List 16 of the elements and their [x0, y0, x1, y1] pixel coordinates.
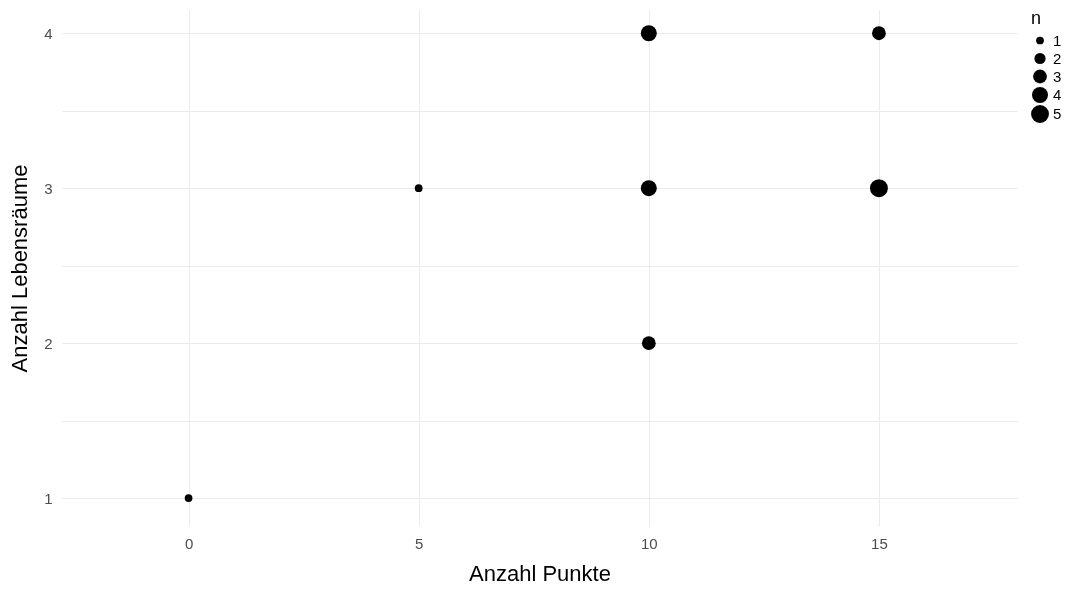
legend-title: n: [1031, 8, 1042, 28]
y-tick-label: 4: [44, 24, 53, 42]
legend-label: 1: [1053, 31, 1062, 49]
legend-label: 4: [1053, 86, 1062, 103]
legend-label: 5: [1053, 105, 1062, 122]
y-axis-title: Anzahl Lebensräume: [7, 164, 33, 373]
x-tick-label: 0: [184, 534, 194, 552]
y-tick-label: 2: [44, 334, 53, 352]
x-tick-label: 5: [415, 534, 424, 552]
y-tick-label: 3: [44, 179, 53, 197]
x-axis-title: Anzahl Punkte: [469, 560, 611, 586]
legend-label: 2: [1053, 49, 1062, 67]
x-tick-label: 10: [640, 534, 658, 552]
x-tick-label: 15: [871, 534, 888, 552]
y-tick-label: 1: [44, 489, 53, 507]
legend-label: 3: [1053, 67, 1062, 85]
